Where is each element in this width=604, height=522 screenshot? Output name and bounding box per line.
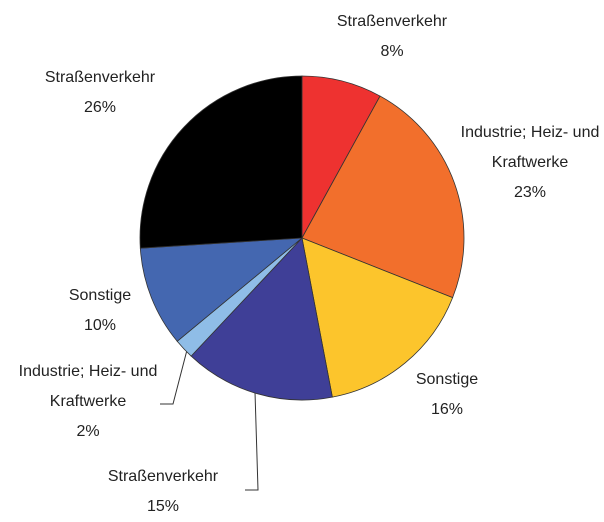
pie-slice xyxy=(301,237,454,398)
category-label: Sonstige xyxy=(68,287,132,304)
slice-label: Sonstige 16% xyxy=(387,365,507,425)
pie-slice xyxy=(139,75,303,249)
value-label: 10% xyxy=(83,317,117,334)
slice-label: Sonstige 10% xyxy=(40,281,160,341)
slice-label: Straßenverkehr 15% xyxy=(83,462,243,522)
slice-label: Industrie; Heiz- und Kraftwerke 23% xyxy=(455,118,604,208)
category-label: Sonstige xyxy=(415,371,479,388)
pie-slice xyxy=(190,237,333,401)
value-label: 23% xyxy=(513,184,547,201)
category-label: Industrie; Heiz- und Kraftwerke xyxy=(460,124,600,171)
leader-line xyxy=(160,349,188,405)
category-label: Straßenverkehr xyxy=(336,13,448,30)
slice-label: Straßenverkehr 8% xyxy=(312,7,472,67)
leader-line xyxy=(245,391,259,491)
value-label: 15% xyxy=(146,498,180,515)
category-label: Straßenverkehr xyxy=(44,69,156,86)
value-label: 2% xyxy=(76,423,100,440)
pie-slice xyxy=(301,95,465,299)
slice-label: Straßenverkehr 26% xyxy=(20,63,180,123)
category-label: Industrie; Heiz- und Kraftwerke xyxy=(18,363,158,410)
value-label: 26% xyxy=(83,99,117,116)
value-label: 16% xyxy=(430,401,464,418)
pie-slice xyxy=(139,237,304,342)
value-label: 8% xyxy=(380,43,404,60)
slice-label: Industrie; Heiz- und Kraftwerke 2% xyxy=(13,357,163,447)
category-label: Straßenverkehr xyxy=(107,468,219,485)
